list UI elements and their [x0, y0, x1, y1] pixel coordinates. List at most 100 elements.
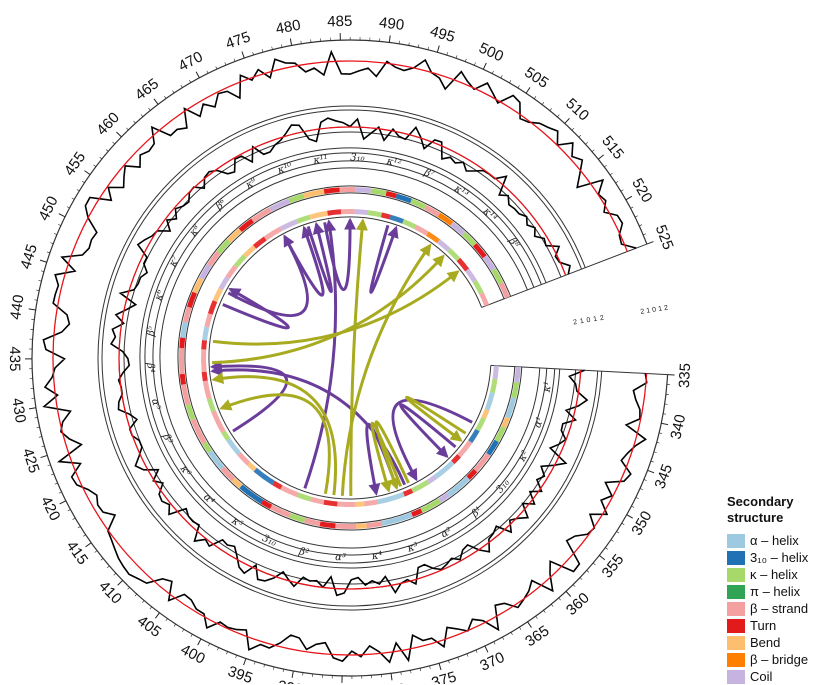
legend-item-strand: β – strand [727, 600, 830, 617]
sse-segment-turn [180, 374, 186, 385]
residue-tick [610, 173, 612, 175]
legend-label-310: 3₁₀ – helix [750, 550, 808, 565]
sse-inner-segment-strand [341, 209, 355, 214]
legend-swatch-310 [727, 551, 745, 565]
residue-tick [566, 591, 571, 596]
axis-scale-label: 1 [579, 318, 584, 326]
legend-swatch-turn [727, 619, 745, 633]
residue-label: 395 [226, 663, 255, 684]
residue-label: 420 [37, 494, 63, 524]
residue-tick [605, 548, 607, 550]
legend-swatch-bend [727, 636, 745, 650]
residue-tick [534, 96, 536, 98]
residue-tick [114, 573, 116, 575]
axis-scale-label: 2 [664, 305, 669, 313]
sse-label: κ⁶ [177, 463, 193, 479]
residue-tick [639, 225, 642, 226]
residue-label: 455 [61, 149, 89, 179]
residue-tick [536, 616, 538, 618]
residue-tick [82, 181, 85, 183]
residue-tick [262, 49, 263, 52]
residue-tick [191, 634, 192, 637]
residue-tick [389, 35, 390, 42]
sse-inner-segment-strand [457, 440, 472, 457]
sse-label: κ⁹ [243, 177, 258, 192]
sse-inner-segment-strand [201, 349, 207, 372]
residue-tick [29, 309, 36, 310]
sse-label: κ¹ [542, 381, 555, 394]
residue-tick [59, 214, 65, 217]
profile-tracks [43, 52, 646, 662]
sse-inner-segment-coil [219, 276, 230, 290]
sse-inner-segment-alpha [202, 326, 209, 340]
sse-inner-segment-kappa [368, 210, 382, 217]
sse-label: α² [439, 526, 454, 541]
sse-segment-bend [356, 523, 367, 529]
residue-tick [580, 578, 582, 580]
residue-tick [173, 91, 175, 93]
residue-tick [101, 558, 103, 560]
residue-tick [483, 63, 486, 69]
sse-inner-segment-kappa [207, 398, 216, 412]
residue-tick [647, 242, 654, 245]
residue-label: 415 [63, 538, 91, 568]
residue-tick [198, 639, 201, 645]
contact-arc-purple [228, 236, 307, 315]
sse-inner-segment-turn [202, 372, 208, 382]
sse-inner-segment-kappa [447, 248, 460, 261]
residue-tick [557, 115, 559, 117]
residue-tick [94, 165, 96, 167]
sse-inner-segment-bend [481, 409, 489, 419]
residue-tick [592, 150, 594, 152]
axis-scale-label: 2 [599, 315, 604, 323]
residue-tick [593, 563, 595, 565]
contact-arc-olive [351, 221, 363, 496]
residue-tick [626, 196, 632, 199]
sse-inner-segment-turn [323, 500, 337, 507]
residue-label: 340 [667, 413, 689, 441]
residue-tick [439, 663, 441, 670]
residue-tick [100, 157, 102, 159]
legend-label-coil: Coil [750, 669, 772, 684]
sse-inner-segment-bend [355, 501, 364, 507]
sse-inner-segment-turn [208, 300, 217, 314]
residue-tick [604, 165, 606, 167]
sse-inner-segment-strand [226, 265, 238, 279]
residue-tick [502, 637, 503, 640]
residue-label: 525 [652, 223, 677, 252]
residue-tick [598, 155, 603, 159]
legend-title-line2: structure [727, 510, 830, 526]
residue-tick [636, 497, 639, 498]
residue-tick [599, 555, 604, 559]
legend-item-bridge: β – bridge [727, 651, 830, 668]
legend-label-alpha: α – helix [750, 533, 799, 548]
residue-tick [77, 189, 80, 191]
residue-tick [78, 526, 81, 528]
residue-label: 375 [430, 668, 459, 684]
sse-segment-coil [355, 187, 371, 193]
residue-label: 360 [563, 589, 593, 618]
residue-tick [174, 624, 176, 627]
residue-tick [41, 455, 48, 457]
track-ring [98, 106, 602, 610]
legend-item-bend: Bend [727, 634, 830, 651]
legend-swatch-bridge [727, 653, 745, 667]
residue-tick [116, 132, 121, 137]
sse-segment-coil [514, 367, 521, 383]
sse-segment-h310 [239, 485, 263, 504]
residue-tick [519, 627, 521, 630]
sse-inner-segment-coil [279, 219, 298, 231]
legend-label-pi: π – helix [750, 584, 800, 599]
residue-tick [189, 80, 191, 83]
axis-scale-label: 1 [646, 307, 651, 315]
residue-tick [67, 207, 70, 208]
residue-tick [118, 580, 123, 585]
sse-inner-segment-turn [381, 212, 391, 219]
legend: Secondary structure α – helix 3₁₀ – heli… [727, 494, 830, 685]
residue-tick [83, 535, 85, 537]
sse-inner-segment-turn [457, 258, 469, 272]
residue-tick [585, 142, 587, 144]
residue-tick [60, 501, 66, 504]
residue-tick [544, 610, 546, 612]
residue-label: 425 [19, 446, 43, 475]
